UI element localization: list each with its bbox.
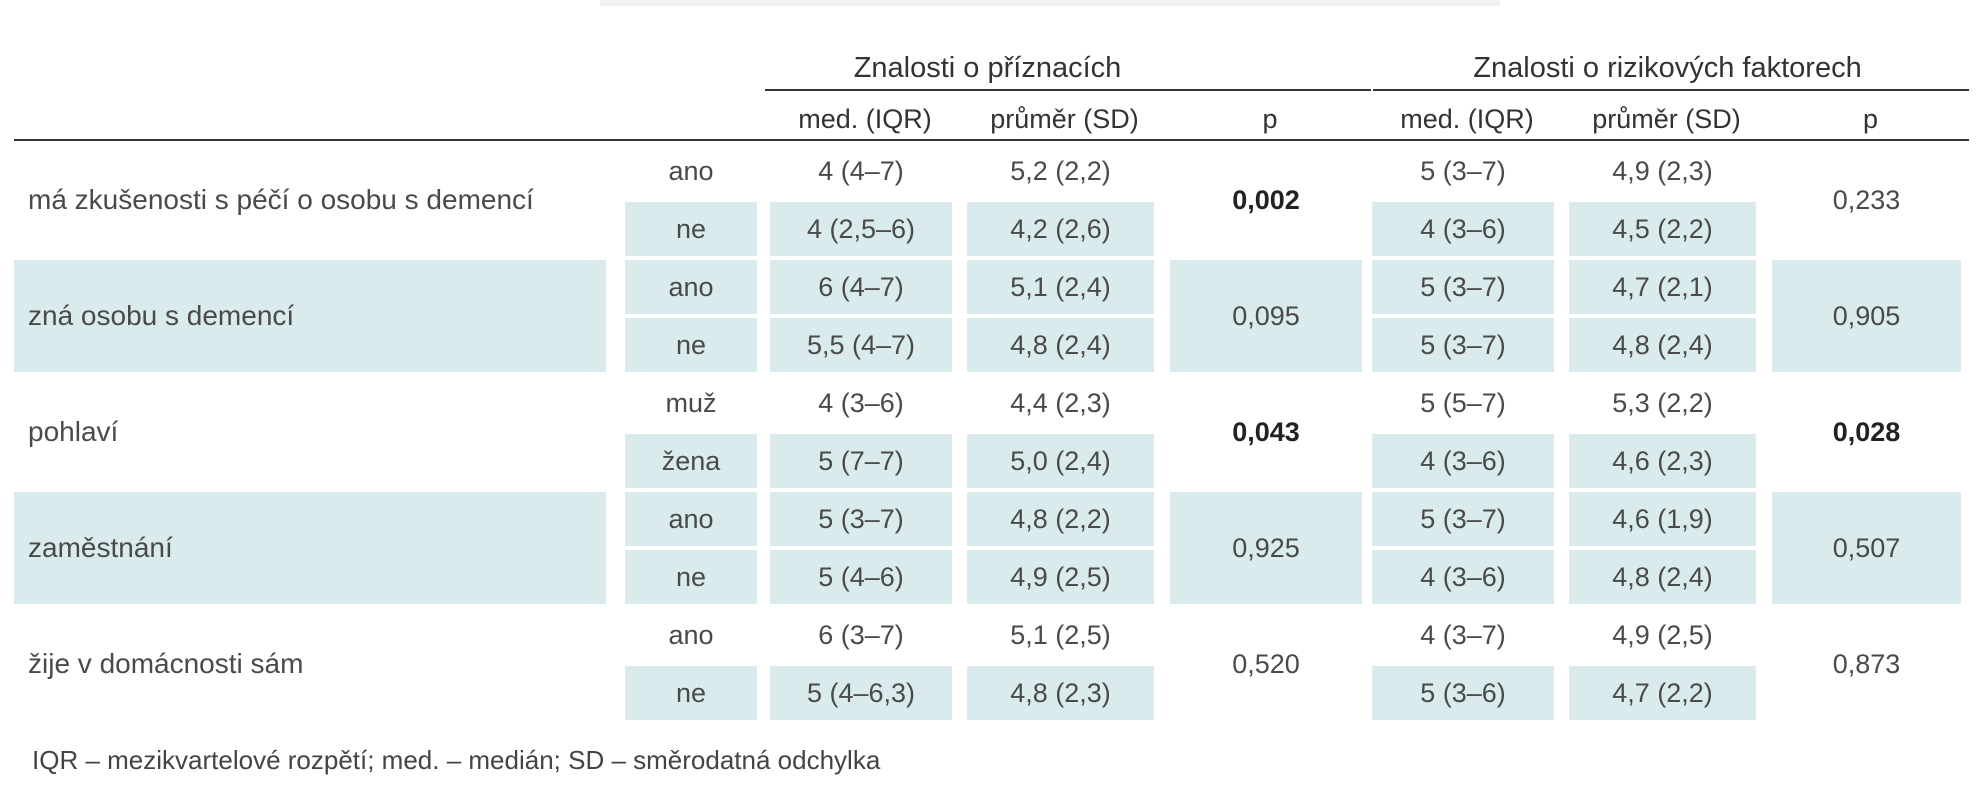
g1-mean-cell: 5,1 (2,4) xyxy=(967,260,1154,314)
g1-mean-cell: 5,2 (2,2) xyxy=(1010,155,1111,186)
row-label: pohlaví xyxy=(28,416,119,447)
g1-p-value: 0,925 xyxy=(1170,492,1362,604)
g1-median-cell: 5 (4–6) xyxy=(770,550,952,604)
g2-p-value: 0,507 xyxy=(1772,492,1961,604)
row-label: žije v domácnosti sám xyxy=(28,648,304,679)
category-cell: ano xyxy=(668,155,714,186)
g1-median-cell: 4 (3–6) xyxy=(818,387,904,418)
g1-mean-cell: 4,2 (2,6) xyxy=(967,202,1154,256)
category-cell: ano xyxy=(625,260,757,314)
category-cell: ne xyxy=(625,666,757,720)
g1-p-value: 0,520 xyxy=(1232,648,1300,679)
g2-median-cell: 5 (3–6) xyxy=(1372,666,1554,720)
category-cell: ano xyxy=(625,492,757,546)
col-header-g2-median: med. (IQR) xyxy=(1400,104,1534,134)
header-rule xyxy=(14,139,1969,141)
g1-median-cell: 6 (3–7) xyxy=(818,619,904,650)
g1-median-cell: 5 (7–7) xyxy=(770,434,952,488)
g2-p-value: 0,028 xyxy=(1832,416,1901,447)
group-header-symptoms: Znalosti o příznacích xyxy=(853,52,1122,84)
category-cell: ne xyxy=(625,550,757,604)
g2-mean-cell: 4,8 (2,4) xyxy=(1569,318,1756,372)
g1-mean-cell: 5,0 (2,4) xyxy=(967,434,1154,488)
category-cell: ne xyxy=(625,318,757,372)
g2-median-cell: 4 (3–7) xyxy=(1420,619,1506,650)
row-label: zaměstnání xyxy=(14,492,606,604)
g2-p-value: 0,905 xyxy=(1772,260,1961,372)
g1-mean-cell: 4,8 (2,4) xyxy=(967,318,1154,372)
g2-mean-cell: 4,5 (2,2) xyxy=(1569,202,1756,256)
g1-p-value: 0,002 xyxy=(1232,184,1300,215)
g2-mean-cell: 4,8 (2,4) xyxy=(1569,550,1756,604)
g2-mean-cell: 4,6 (1,9) xyxy=(1569,492,1756,546)
g2-median-cell: 5 (3–7) xyxy=(1372,492,1554,546)
g1-mean-cell: 5,1 (2,5) xyxy=(1010,619,1111,650)
g2-median-cell: 4 (3–6) xyxy=(1372,202,1554,256)
g2-p-value: 0,233 xyxy=(1832,184,1901,215)
g1-median-cell: 5 (4–6,3) xyxy=(770,666,952,720)
col-header-g1-p: p xyxy=(1262,104,1278,134)
col-header-g2-p: p xyxy=(1862,104,1879,134)
g2-median-cell: 5 (3–7) xyxy=(1372,318,1554,372)
g1-p-value: 0,095 xyxy=(1170,260,1362,372)
row-label: má zkušenosti s péčí o osobu s demencí xyxy=(28,184,534,215)
g1-median-cell: 5 (3–7) xyxy=(770,492,952,546)
category-cell: žena xyxy=(625,434,757,488)
table-footnote: IQR – mezikvartelové rozpětí; med. – med… xyxy=(32,745,881,775)
g2-median-cell: 5 (3–7) xyxy=(1372,260,1554,314)
g2-mean-cell: 4,7 (2,1) xyxy=(1569,260,1756,314)
g1-median-cell: 4 (2,5–6) xyxy=(770,202,952,256)
top-strip xyxy=(600,0,1500,6)
col-header-g2-mean: průměr (SD) xyxy=(1592,104,1741,134)
g2-median-cell: 5 (5–7) xyxy=(1420,387,1506,418)
g2-median-cell: 5 (3–7) xyxy=(1420,155,1506,186)
g1-mean-cell: 4,4 (2,3) xyxy=(1010,387,1111,418)
g2-mean-cell: 4,9 (2,5) xyxy=(1612,619,1713,650)
col-header-g1-mean: průměr (SD) xyxy=(990,104,1139,134)
g2-mean-cell: 4,9 (2,3) xyxy=(1612,155,1713,186)
group-rule-symptoms xyxy=(765,89,1371,91)
g1-median-cell: 6 (4–7) xyxy=(770,260,952,314)
g2-mean-cell: 4,6 (2,3) xyxy=(1569,434,1756,488)
category-cell: muž xyxy=(665,387,717,418)
g1-median-cell: 5,5 (4–7) xyxy=(770,318,952,372)
g2-mean-cell: 4,7 (2,2) xyxy=(1569,666,1756,720)
group-header-risk-factors: Znalosti o rizikových faktorech xyxy=(1473,52,1862,84)
g1-mean-cell: 4,9 (2,5) xyxy=(967,550,1154,604)
g2-median-cell: 4 (3–6) xyxy=(1372,550,1554,604)
row-label: zná osobu s demencí xyxy=(14,260,606,372)
col-header-g1-median: med. (IQR) xyxy=(798,104,932,134)
g1-mean-cell: 4,8 (2,3) xyxy=(967,666,1154,720)
g1-mean-cell: 4,8 (2,2) xyxy=(967,492,1154,546)
g2-p-value: 0,873 xyxy=(1832,648,1901,679)
g1-median-cell: 4 (4–7) xyxy=(818,155,904,186)
group-rule-risk-factors xyxy=(1373,89,1969,91)
category-cell: ano xyxy=(668,619,714,650)
g2-median-cell: 4 (3–6) xyxy=(1372,434,1554,488)
g1-p-value: 0,043 xyxy=(1232,416,1300,447)
g2-mean-cell: 5,3 (2,2) xyxy=(1612,387,1713,418)
category-cell: ne xyxy=(625,202,757,256)
